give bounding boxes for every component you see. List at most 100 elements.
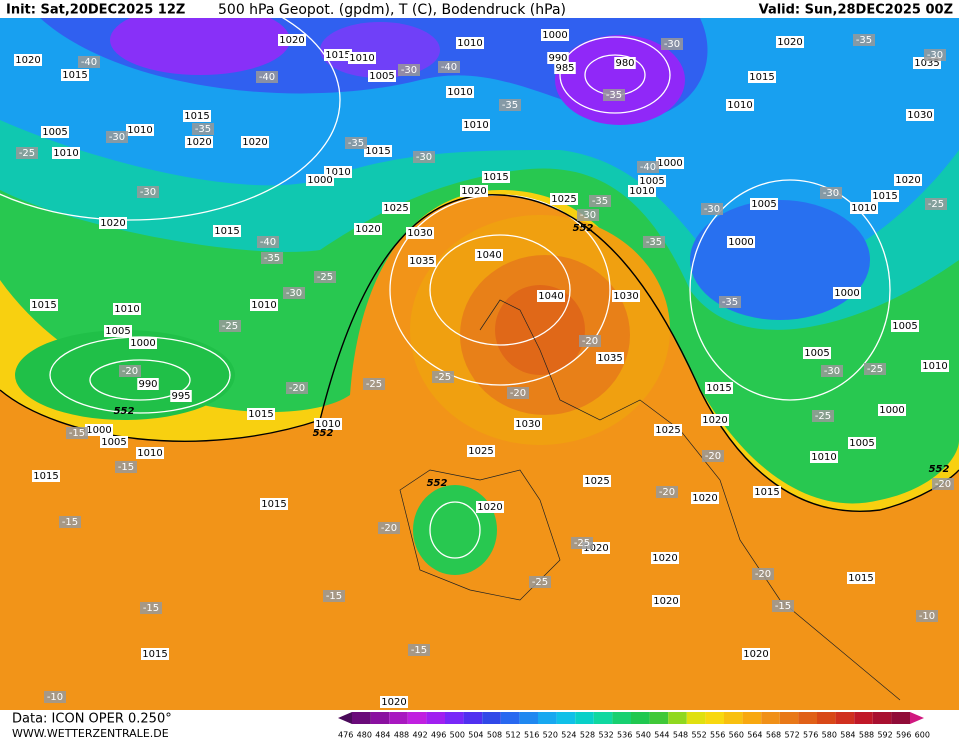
label-box — [821, 365, 843, 377]
colorbar-label: 556 — [710, 731, 725, 740]
colorbar-swatch — [370, 712, 390, 724]
temperature-label: -40 — [260, 237, 276, 248]
label-box — [932, 478, 954, 490]
pressure-label: 1000 — [834, 288, 859, 299]
colorbar-label: 520 — [543, 731, 558, 740]
colorbar-swatch — [556, 712, 576, 724]
label-box — [643, 236, 665, 248]
pressure-label: 1010 — [629, 186, 654, 197]
label-box — [140, 602, 162, 614]
pressure-label: 1020 — [692, 493, 717, 504]
pressure-label: 1010 — [325, 167, 350, 178]
temperature-label: -40 — [640, 162, 656, 173]
label-box — [537, 290, 565, 302]
label-box — [499, 99, 521, 111]
colorbar-swatch — [389, 712, 408, 724]
label-box — [368, 70, 396, 82]
label-box — [810, 451, 838, 463]
label-box — [656, 486, 678, 498]
temperature-label: -25 — [435, 372, 451, 383]
label-box — [701, 414, 729, 426]
temperature-label: -10 — [919, 611, 935, 622]
colorbar-label: 480 — [357, 731, 372, 740]
init-time: Init: Sat,20DEC2025 12Z — [6, 3, 185, 18]
colorbar-label: 476 — [338, 731, 353, 740]
pressure-label: 1015 — [754, 487, 779, 498]
colorbar-arrow — [338, 712, 352, 724]
label-box — [727, 236, 755, 248]
pressure-label: 1025 — [468, 446, 493, 457]
label-box — [323, 590, 345, 602]
isobar — [689, 179, 891, 401]
colorbar-swatch — [407, 712, 427, 724]
temperature-label: -15 — [775, 601, 791, 612]
temperature-label: -20 — [122, 366, 138, 377]
label-box — [748, 71, 776, 83]
label-box — [256, 71, 278, 83]
valid-time: Valid: Sun,28DEC2025 00Z — [759, 3, 953, 18]
label-box — [408, 644, 430, 656]
label-box — [324, 49, 352, 61]
label-box — [119, 365, 141, 377]
colorbar-label: 600 — [915, 731, 930, 740]
colorbar-swatch — [519, 712, 538, 724]
temperature-label: -15 — [143, 603, 159, 614]
pressure-label: 1015 — [325, 50, 350, 61]
temperature-label: -15 — [411, 645, 427, 656]
label-box — [16, 147, 38, 159]
colorbar-swatch — [817, 712, 836, 724]
label-box — [820, 187, 842, 199]
label-box — [241, 136, 269, 148]
label-box — [85, 424, 113, 436]
temperature-label: -30 — [140, 187, 156, 198]
pressure-label: 1015 — [749, 72, 774, 83]
pressure-label: 1000 — [657, 158, 682, 169]
colorbar-swatch — [798, 712, 817, 724]
label-box — [129, 337, 157, 349]
colorbar-label: 516 — [524, 731, 539, 740]
label-box — [871, 190, 899, 202]
pressure-label: 1020 — [100, 218, 125, 229]
label-box — [550, 193, 578, 205]
label-box — [853, 34, 875, 46]
temperature-label: -25 — [366, 379, 382, 390]
temperature-label: -20 — [289, 383, 305, 394]
label-box — [183, 110, 211, 122]
header-bar — [0, 0, 959, 18]
label-box — [283, 287, 305, 299]
label-box — [701, 203, 723, 215]
colorbar-label: 568 — [766, 731, 781, 740]
colorbar-swatch — [649, 712, 669, 724]
label-box — [514, 418, 542, 430]
label-box — [432, 371, 454, 383]
colorbar-label: 496 — [431, 731, 446, 740]
label-box — [921, 360, 949, 372]
temperature-label: -25 — [867, 364, 883, 375]
label-box — [354, 223, 382, 235]
label-box — [250, 299, 278, 311]
pressure-label: 1010 — [463, 120, 488, 131]
label-box — [750, 198, 778, 210]
label-box — [705, 382, 733, 394]
temperature-label: -35 — [856, 35, 872, 46]
isobar — [89, 359, 191, 401]
pressure-label: 1015 — [31, 300, 56, 311]
label-box — [691, 492, 719, 504]
label-box — [278, 34, 306, 46]
temperature-label: -30 — [286, 288, 302, 299]
colorbar-label: 512 — [505, 731, 520, 740]
colorbar-label: 580 — [822, 731, 837, 740]
pressure-label: 1000 — [728, 237, 753, 248]
label-box — [833, 287, 861, 299]
label-box — [878, 404, 906, 416]
label-box — [772, 600, 794, 612]
label-box — [702, 450, 724, 462]
pressure-label: 1020 — [702, 415, 727, 426]
label-box — [661, 38, 683, 50]
colorbar-label: 528 — [580, 731, 595, 740]
pressure-label: 1015 — [365, 146, 390, 157]
label-box — [460, 185, 488, 197]
label-box — [44, 691, 66, 703]
label-box — [916, 610, 938, 622]
pressure-label: 1000 — [86, 425, 111, 436]
